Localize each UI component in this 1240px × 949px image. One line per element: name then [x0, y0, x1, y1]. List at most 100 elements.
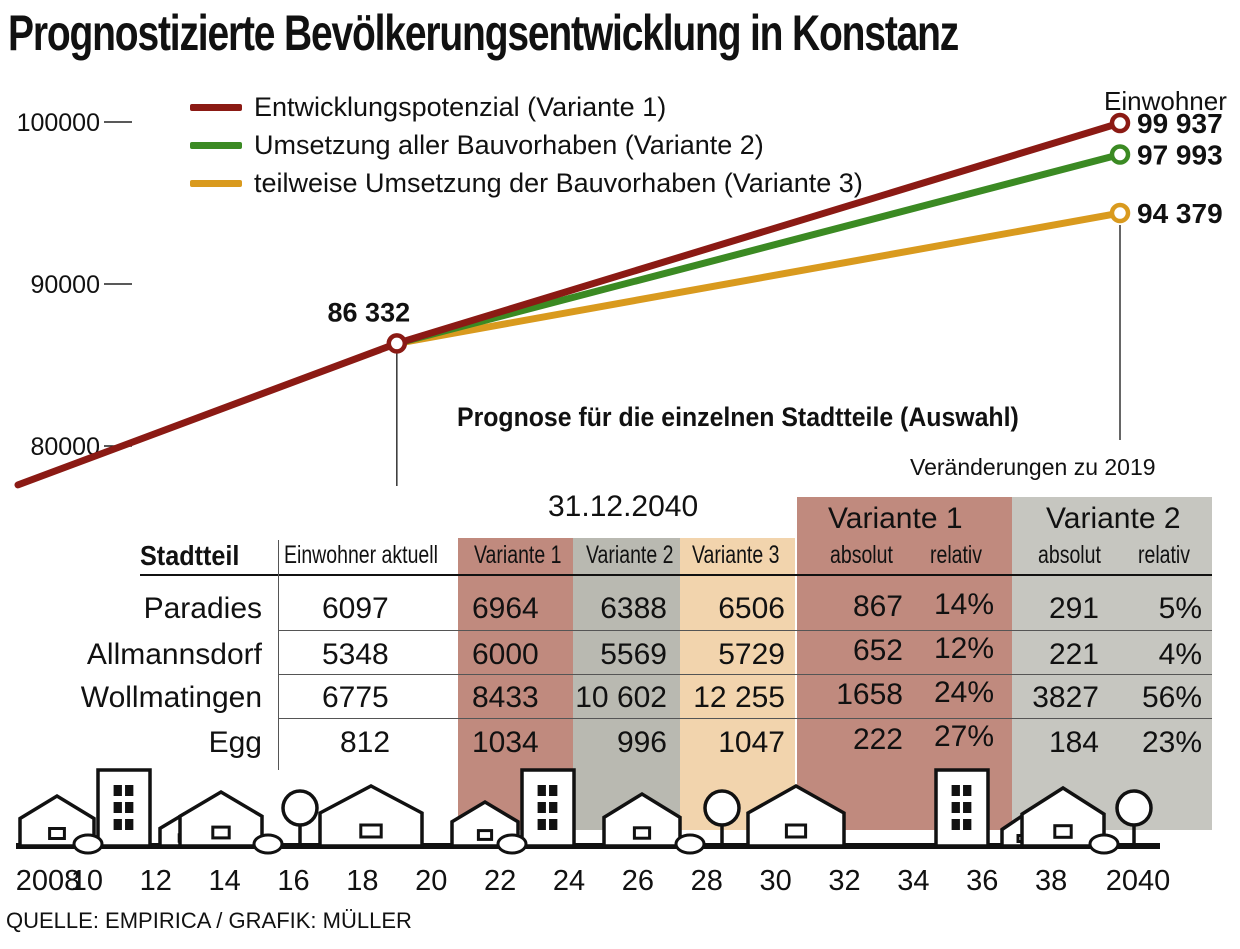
- legend-label-variante1: Entwicklungspotenzial (Variante 1): [254, 91, 667, 122]
- cell-aktuell: 812: [340, 726, 391, 759]
- cell-v2: 996: [616, 726, 667, 759]
- tree-crown: [1115, 789, 1153, 827]
- cell-v1-abs: 867: [852, 590, 903, 623]
- x-tick-label: 26: [622, 865, 654, 897]
- table-title: Prognose für die einzelnen Stadtteile (A…: [457, 402, 1019, 432]
- guide-lines: [396, 225, 1121, 486]
- building-body: [520, 768, 576, 848]
- cell-v1: 6964: [472, 592, 539, 625]
- group-header-variante2: Variante 2: [1046, 502, 1181, 535]
- house-window: [48, 827, 66, 840]
- house-window: [211, 825, 231, 840]
- tree-crown: [281, 789, 319, 827]
- source-credit: QUELLE: EMPIRICA / GRAFIK: MÜLLER: [6, 908, 412, 933]
- cell-v1: 6000: [472, 638, 539, 671]
- cell-v2-rel: 5%: [1158, 592, 1202, 625]
- header-v1-absolut: absolut: [830, 541, 893, 569]
- legend-label-variante3: teilweise Umsetzung der Bauvorhaben (Var…: [254, 167, 863, 198]
- x-tick-label: 34: [897, 865, 929, 897]
- building-window: [951, 802, 960, 813]
- cell-v2-abs: 221: [1048, 638, 1099, 671]
- building-window: [549, 819, 558, 830]
- cell-v1-rel: 24%: [933, 676, 994, 709]
- column-divider: [278, 540, 279, 770]
- apartment-building-icon: [520, 768, 576, 848]
- start-point-label: 86 332: [328, 297, 411, 327]
- legend: Entwicklungspotenzial (Variante 1) Umset…: [190, 88, 863, 202]
- cell-stadtteil: Egg: [208, 726, 262, 759]
- x-tick-label: 2008: [16, 865, 81, 897]
- cell-v3: 6506: [718, 592, 785, 625]
- legend-swatch-variante3: [190, 179, 242, 187]
- legend-swatch-variante2: [190, 141, 242, 149]
- header-variante1: Variante 1: [474, 541, 562, 569]
- chart-title: Prognostizierte Bevölkerungsentwicklung …: [8, 5, 959, 61]
- house-body: [178, 789, 264, 848]
- change-variante2-bg: [1012, 497, 1212, 830]
- header-v2-absolut: absolut: [1038, 541, 1101, 569]
- cell-v1-rel: 14%: [933, 588, 994, 621]
- x-tick-label: 18: [346, 865, 378, 897]
- series-line-variante3: [393, 209, 1124, 347]
- header-rule: [140, 574, 1212, 576]
- apartment-building-icon: [96, 768, 152, 848]
- legend-label-variante2: Umsetzung aller Bauvorhaben (Variante 2): [254, 129, 764, 160]
- cell-stadtteil: Paradies: [143, 592, 262, 625]
- cell-v2-rel: 4%: [1158, 638, 1202, 671]
- cell-v2: 5569: [600, 638, 667, 671]
- tree-crown: [703, 789, 741, 827]
- building-window: [113, 802, 122, 813]
- building-window: [125, 785, 134, 796]
- end-point-marker-variante3: [1109, 202, 1131, 224]
- header-v1-relativ: relativ: [930, 541, 983, 569]
- x-tick-label: 32: [828, 865, 860, 897]
- house-icon: [18, 793, 96, 848]
- cell-stadtteil: Allmannsdorf: [86, 638, 262, 671]
- end-label-variante1: 99 937: [1137, 108, 1223, 139]
- building-window: [537, 802, 546, 813]
- end-label-variante3: 94 379: [1137, 198, 1223, 229]
- y-tick-label: 100000: [17, 109, 100, 137]
- house-body: [746, 783, 846, 848]
- x-tick-label: 38: [1035, 865, 1067, 897]
- car-icon: [72, 833, 104, 855]
- building-window: [537, 785, 546, 796]
- cell-v1-abs: 222: [852, 723, 903, 756]
- y-tick-label: 90000: [30, 271, 100, 299]
- cell-v3: 12 255: [693, 681, 785, 714]
- building-window: [549, 802, 558, 813]
- cell-v2: 6388: [600, 592, 667, 625]
- apartment-building-icon: [934, 768, 990, 848]
- house-icon: [746, 783, 846, 848]
- x-tick-label: 20: [415, 865, 447, 897]
- building-window: [951, 785, 960, 796]
- building-window: [125, 802, 134, 813]
- car-icon: [252, 833, 284, 855]
- x-tick-label: 24: [553, 865, 585, 897]
- house-window: [1053, 824, 1073, 839]
- house-icon: [602, 791, 682, 848]
- end-point-marker-variante1: [1109, 112, 1131, 134]
- header-variante3: Variante 3: [692, 541, 780, 569]
- house-body: [450, 799, 520, 848]
- building-window: [963, 785, 972, 796]
- cell-v3: 1047: [718, 726, 785, 759]
- x-tick-label: 12: [140, 865, 172, 897]
- cell-v3: 5729: [718, 638, 785, 671]
- cell-v1-rel: 27%: [933, 720, 994, 753]
- x-tick-label: 28: [691, 865, 723, 897]
- table-date: 31.12.2040: [548, 490, 699, 523]
- cell-v2-abs: 291: [1048, 592, 1099, 625]
- start-point-marker: [386, 333, 408, 354]
- x-tick-label: 14: [208, 865, 240, 897]
- x-tick-label: 22: [484, 865, 516, 897]
- cell-v2-abs: 3827: [1032, 681, 1099, 714]
- series-lines: [14, 119, 1124, 489]
- end-point-marker-variante2: [1109, 144, 1131, 165]
- house-body: [318, 784, 424, 848]
- legend-item-variante1: Entwicklungspotenzial (Variante 1): [190, 88, 863, 126]
- tree-icon: [703, 789, 741, 846]
